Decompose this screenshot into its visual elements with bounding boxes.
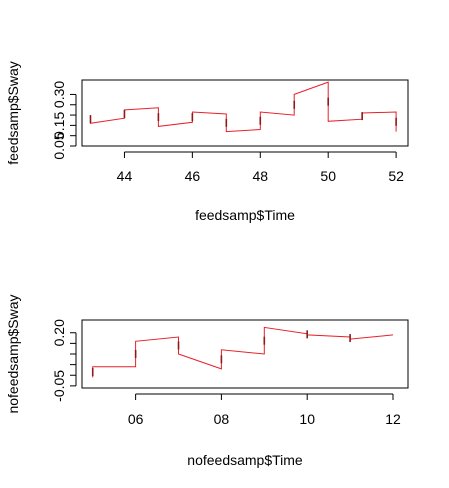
- x-tick-label: 06: [128, 411, 144, 427]
- y-axis: 0.050.15 0.30: [51, 81, 77, 160]
- series-layer: [89, 81, 397, 133]
- y-axis-label: feedsamp$Sway: [5, 61, 21, 165]
- plot-box: [81, 79, 409, 147]
- x-tick-label: 44: [117, 168, 133, 184]
- x-tick-label: 48: [252, 168, 268, 184]
- chart-feedsamp: 44 46 48 50 52 0.050.15 0.30 feedsamp$Time fe…: [5, 61, 409, 223]
- y-tick-label: -0.05: [51, 370, 67, 402]
- x-tick-label: 12: [385, 411, 401, 427]
- y-axis: -0.05 0.20: [51, 319, 77, 402]
- x-tick-label: 52: [388, 168, 404, 184]
- series-line: [90, 81, 397, 133]
- x-axis-label: nofeedsamp$Time: [187, 452, 303, 468]
- plot-box: [81, 319, 409, 389]
- x-axis: 06 08 10 12: [128, 393, 401, 427]
- y-tick-label: 0.15: [51, 112, 67, 139]
- chart-nofeedsamp: 06 08 10 12 -0.05 0.20 nofeedsamp$Time nofee…: [5, 294, 409, 468]
- y-tick-label: 0.30: [51, 81, 67, 108]
- series-line: [92, 326, 394, 378]
- x-axis-label: feedsamp$Time: [195, 207, 295, 223]
- y-axis-label: nofeedsamp$Sway: [5, 294, 21, 413]
- series-layer: [91, 326, 394, 378]
- x-tick-label: 08: [214, 411, 230, 427]
- x-tick-label: 46: [185, 168, 201, 184]
- x-axis: 44 46 48 50 52: [117, 151, 404, 184]
- y-tick-label: 0.20: [51, 319, 67, 346]
- x-tick-label: 50: [320, 168, 336, 184]
- x-tick-label: 10: [299, 411, 315, 427]
- y-tick-label: 0.05: [51, 132, 67, 159]
